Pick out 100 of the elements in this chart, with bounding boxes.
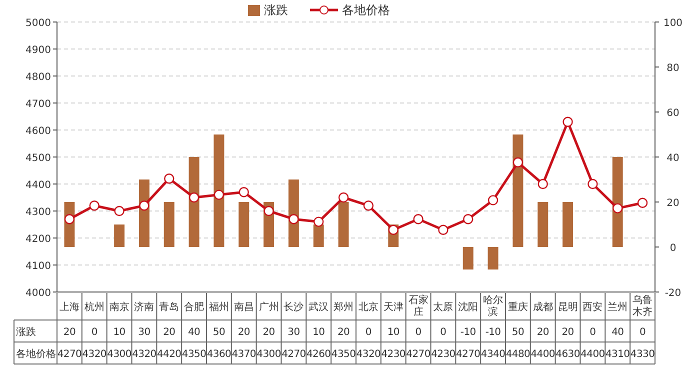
text: 涨跌 bbox=[16, 327, 36, 338]
data-label: 4420 bbox=[157, 349, 182, 360]
y-tick-label: 4300 bbox=[26, 207, 51, 218]
y-tick-label: 4100 bbox=[26, 261, 51, 272]
data-label: 4230 bbox=[431, 349, 456, 360]
data-label: 4330 bbox=[630, 349, 655, 360]
x-tick-label: 昆明 bbox=[558, 302, 578, 313]
point bbox=[288, 214, 299, 224]
bar bbox=[188, 157, 200, 247]
text: 各地价格 bbox=[16, 349, 56, 360]
data-label: 10 bbox=[387, 327, 400, 338]
x-tick-label: 福州 bbox=[208, 301, 229, 313]
point bbox=[264, 206, 274, 216]
data-label: 4230 bbox=[381, 349, 406, 360]
point bbox=[388, 224, 398, 235]
data-label: 20 bbox=[337, 327, 350, 338]
data-label: 10 bbox=[312, 327, 325, 338]
point bbox=[488, 195, 498, 206]
data-label: 4350 bbox=[331, 349, 356, 360]
bar bbox=[338, 202, 349, 247]
data-label: 4300 bbox=[107, 349, 132, 360]
data-label: 4260 bbox=[306, 349, 331, 360]
point bbox=[139, 200, 150, 211]
data-label: 20 bbox=[238, 327, 250, 338]
y-tick-label: 4400 bbox=[26, 180, 51, 191]
x-tick-label: 南昌 bbox=[234, 301, 254, 313]
x-tick-label: 长沙 bbox=[284, 301, 304, 313]
x-tick-label: 北京 bbox=[358, 301, 378, 313]
data-label: 0 bbox=[91, 327, 98, 338]
bar bbox=[164, 202, 174, 247]
x-tick-label: 西安 bbox=[582, 301, 603, 313]
x-tick-label: 太原 bbox=[433, 301, 454, 313]
data-label: 4270 bbox=[57, 349, 82, 360]
data-label: 50 bbox=[212, 327, 226, 338]
point bbox=[164, 174, 174, 184]
data-label: 20 bbox=[63, 327, 76, 338]
data-label: 40 bbox=[612, 327, 624, 338]
x-tick-label: 青岛 bbox=[159, 301, 180, 313]
bar bbox=[214, 134, 224, 247]
legend-label: 涨跌 bbox=[264, 3, 288, 17]
bar bbox=[238, 202, 250, 247]
data-label: 4630 bbox=[556, 349, 580, 360]
bar bbox=[313, 224, 324, 247]
data-label: 0 bbox=[365, 327, 372, 338]
data-label: -10 bbox=[485, 327, 501, 338]
point bbox=[214, 190, 224, 200]
x-tick-label: 成都 bbox=[532, 301, 553, 313]
y-tick-label: 4200 bbox=[26, 234, 51, 245]
point bbox=[463, 214, 474, 224]
data-label: 0 bbox=[640, 327, 646, 338]
x-tick-label: 武汉 bbox=[308, 301, 329, 313]
data-label: 4310 bbox=[606, 349, 630, 360]
data-label: 4270 bbox=[406, 349, 430, 360]
data-label: -10 bbox=[460, 327, 476, 338]
data-label: 30 bbox=[288, 327, 300, 338]
point bbox=[238, 187, 249, 198]
x-tick-label: 合肥 bbox=[184, 301, 204, 313]
point bbox=[64, 214, 75, 224]
x-tick-label: 济南 bbox=[134, 301, 154, 313]
point bbox=[637, 198, 648, 208]
data-label: 10 bbox=[113, 327, 126, 338]
y-tick-label: 5000 bbox=[26, 18, 51, 29]
point bbox=[89, 200, 100, 211]
data-label: 30 bbox=[138, 327, 150, 338]
data-label: 20 bbox=[562, 327, 574, 338]
data-label: 0 bbox=[590, 327, 596, 338]
point bbox=[188, 192, 200, 203]
point bbox=[438, 224, 448, 235]
y-tick-label: 4800 bbox=[26, 72, 51, 83]
point bbox=[413, 214, 424, 224]
data-label: 4370 bbox=[232, 349, 256, 360]
data-label: 4340 bbox=[480, 349, 506, 360]
point bbox=[562, 116, 573, 127]
point bbox=[114, 206, 124, 216]
x-tick-label: 兰州 bbox=[608, 301, 628, 313]
legend-label: 各地价格 bbox=[342, 3, 390, 17]
y2-tick-label: -20 bbox=[664, 288, 682, 299]
bar bbox=[462, 247, 474, 270]
point bbox=[538, 178, 548, 190]
data-label: 4320 bbox=[132, 349, 156, 360]
data-label: 0 bbox=[415, 327, 422, 338]
y-tick-label: 4900 bbox=[26, 45, 51, 56]
y-tick-label: 4600 bbox=[26, 126, 51, 137]
data-label: 20 bbox=[163, 327, 176, 338]
y2-tick-label: 20 bbox=[666, 198, 680, 209]
point bbox=[512, 157, 524, 168]
point bbox=[588, 178, 598, 190]
x-tick-label: 广州 bbox=[258, 301, 279, 313]
x-tick-label: 上海 bbox=[59, 301, 80, 313]
data-label: 20 bbox=[262, 327, 275, 338]
bar bbox=[612, 157, 623, 247]
y-tick-label: 4000 bbox=[26, 288, 51, 299]
x-tick-label: 哈尔滨 bbox=[483, 294, 504, 318]
data-label: 4270 bbox=[282, 349, 306, 360]
x-tick-label: 沈阳 bbox=[458, 301, 478, 313]
data-label: 4360 bbox=[206, 349, 232, 360]
data-label: 4320 bbox=[82, 349, 106, 360]
data-label: 4270 bbox=[456, 349, 480, 360]
point bbox=[363, 200, 374, 211]
bar bbox=[538, 202, 548, 247]
